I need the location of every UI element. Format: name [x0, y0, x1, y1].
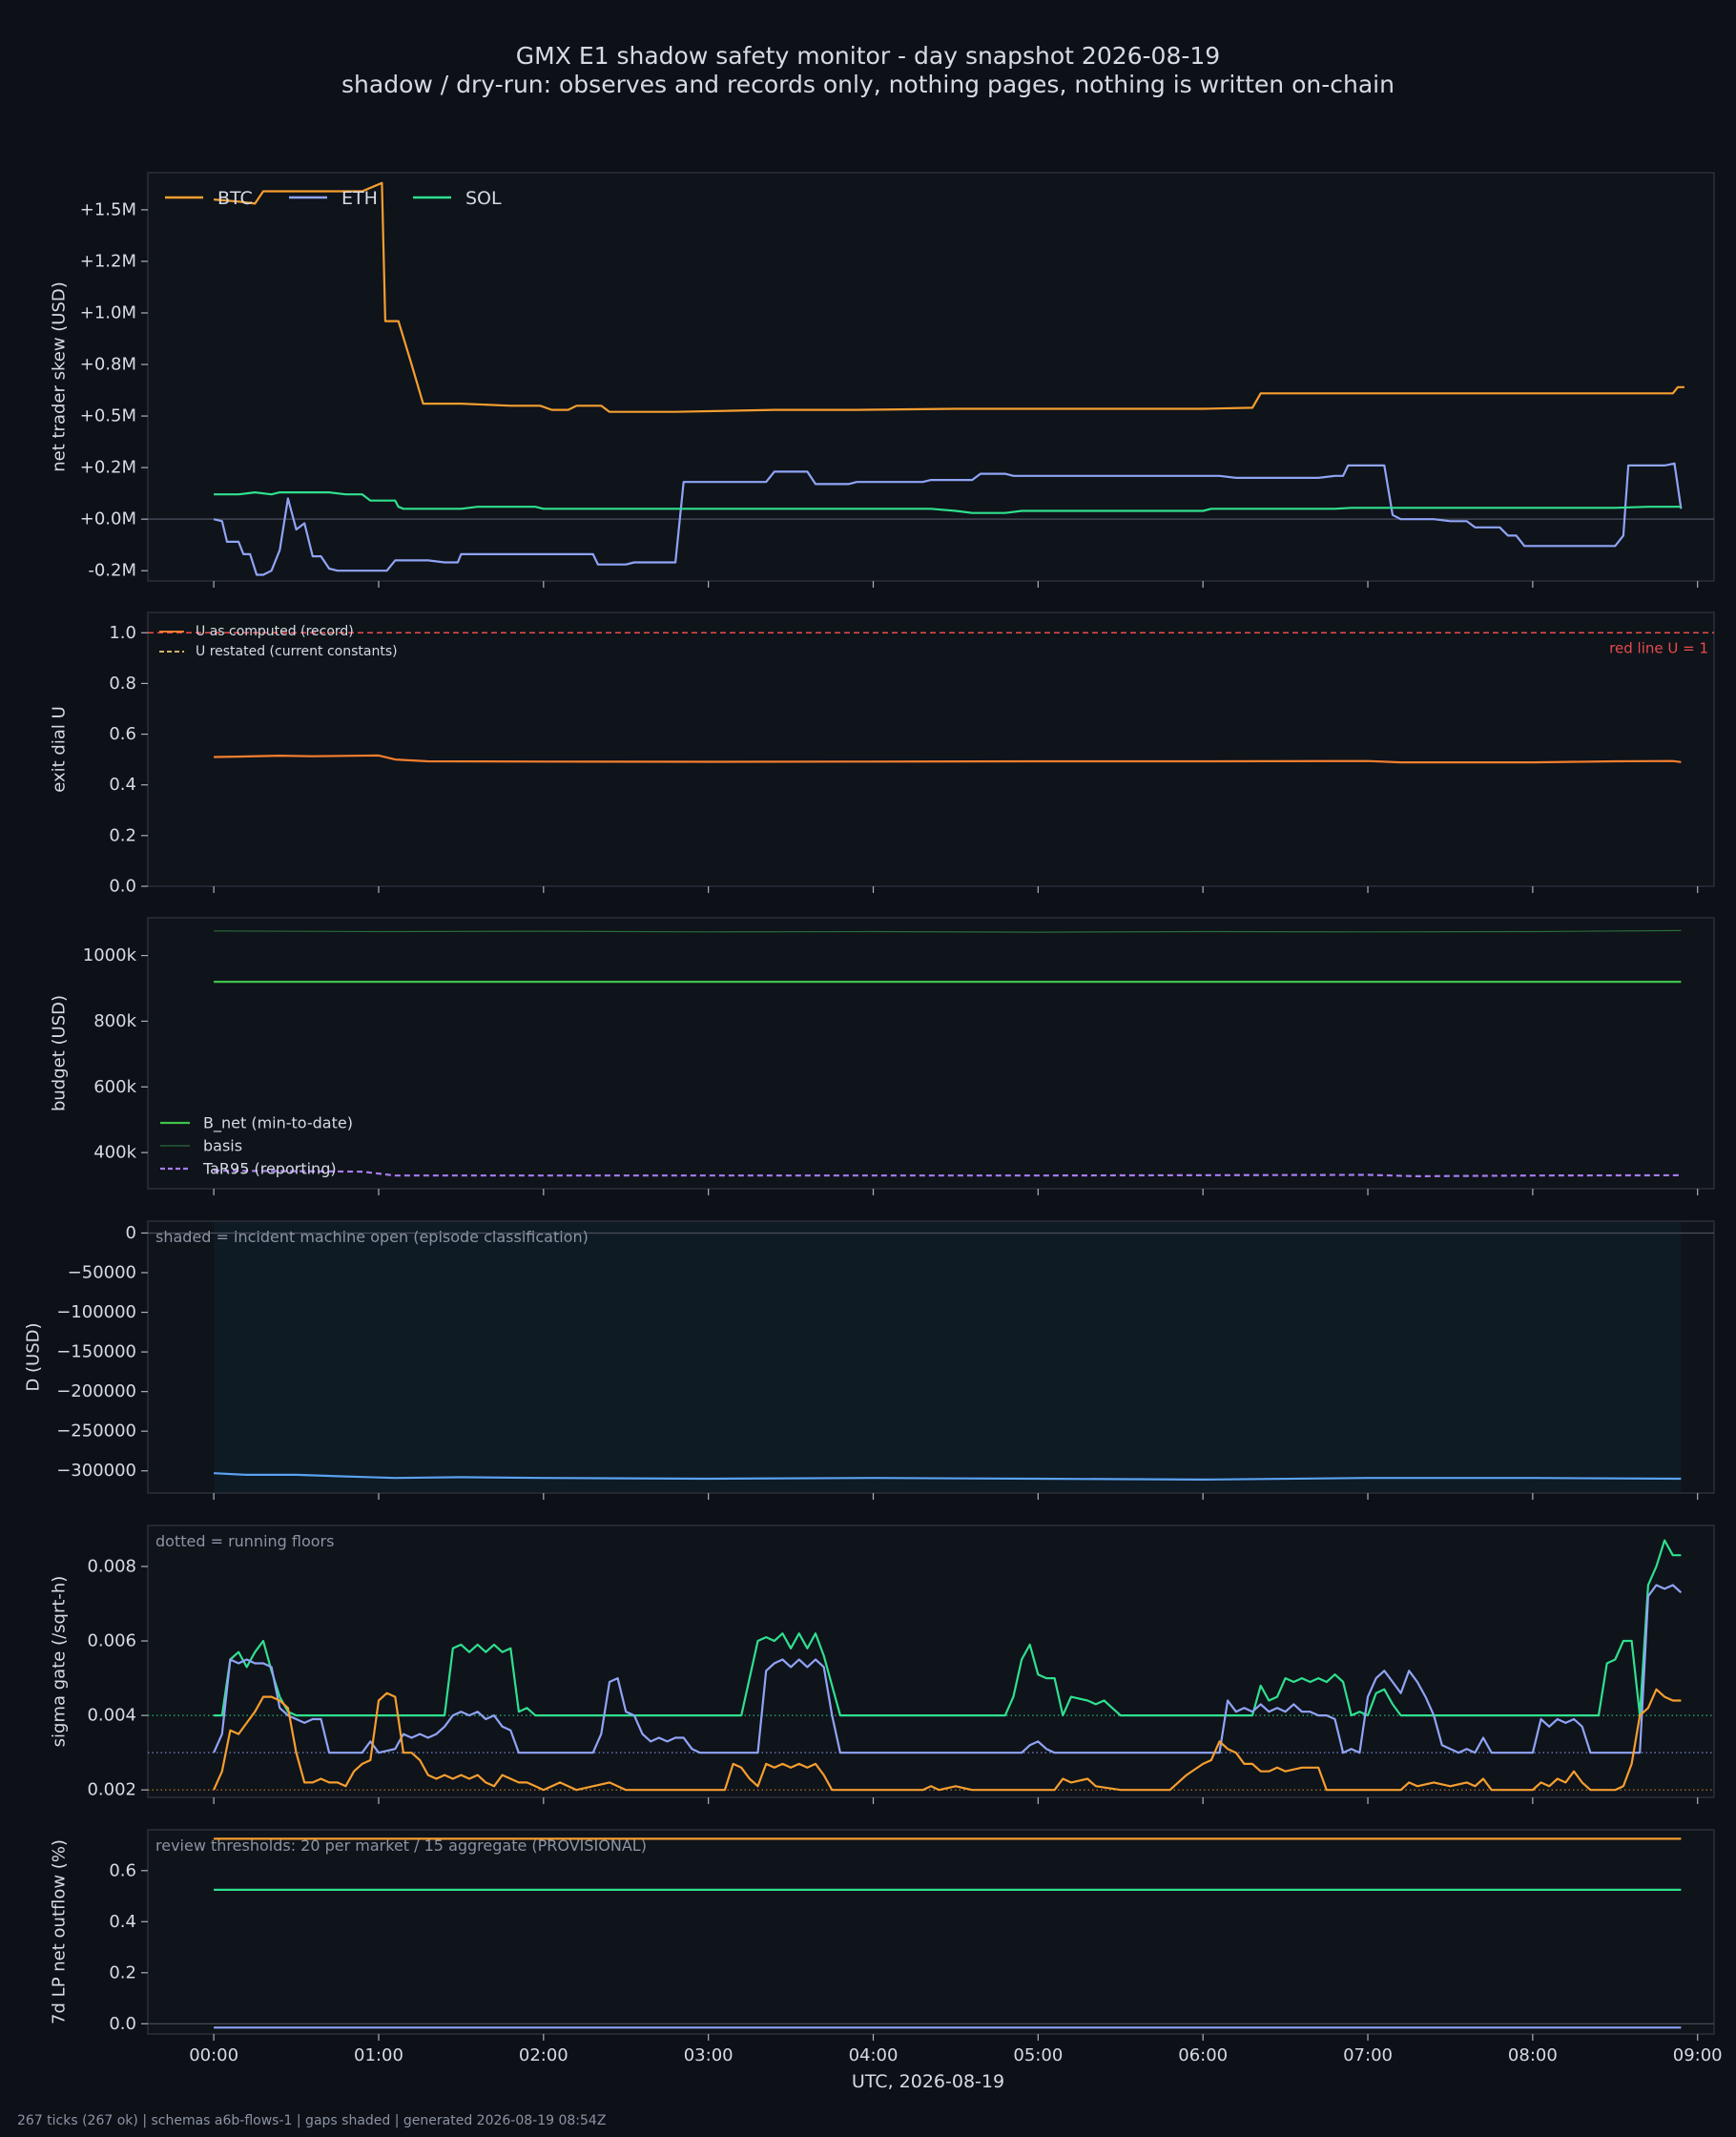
- y-tick-label: 0.008: [87, 1556, 136, 1576]
- footer-status: 267 ticks (267 ok) | schemas a6b-flows-1…: [17, 2113, 607, 2128]
- y-tick-label: +0.0M: [80, 509, 136, 529]
- y-axis-label: 7d LP net outflow (%): [50, 1839, 70, 2024]
- y-tick-label: 0.4: [109, 1912, 136, 1932]
- series-line: [214, 1539, 1682, 1717]
- x-tick-label: 09:00: [1673, 2045, 1723, 2065]
- panel-frame: [147, 172, 1715, 582]
- series-line: [214, 491, 1682, 514]
- x-tick-label: 06:00: [1178, 2045, 1228, 2065]
- x-tick-label: 03:00: [684, 2045, 734, 2065]
- legend-label: B_net (min-to-date): [203, 1114, 353, 1133]
- y-tick-label: −50000: [68, 1263, 136, 1283]
- panel-annotation: dotted = running floors: [155, 1532, 334, 1550]
- red-line-label: red line U = 1: [1609, 639, 1708, 656]
- y-tick-label: −150000: [56, 1342, 136, 1362]
- y-tick-label: 0.8: [109, 674, 136, 694]
- x-tick-label: 00:00: [189, 2045, 238, 2065]
- x-tick-label: 08:00: [1508, 2045, 1558, 2065]
- y-tick-label: 0.4: [109, 775, 136, 795]
- y-tick-label: 0.6: [109, 1860, 136, 1880]
- y-tick-label: 400k: [93, 1143, 136, 1163]
- series-line: [214, 929, 1682, 933]
- x-tick-label: 05:00: [1013, 2045, 1063, 2065]
- y-axis-label: exit dial U: [50, 706, 70, 793]
- y-tick-label: +0.2M: [80, 458, 136, 478]
- y-tick-label: 0.002: [87, 1780, 136, 1800]
- y-tick-label: 0.2: [109, 825, 136, 845]
- y-tick-label: 0.004: [87, 1706, 136, 1726]
- legend-label: SOL: [465, 188, 502, 209]
- series-line: [214, 1472, 1682, 1481]
- y-tick-label: +1.2M: [80, 251, 136, 271]
- series-line: [213, 1688, 1682, 1792]
- y-tick-label: −200000: [56, 1381, 136, 1401]
- panel-frame: [147, 1525, 1715, 1798]
- y-tick-label: 1.0: [109, 623, 136, 643]
- x-tick-label: 04:00: [849, 2045, 899, 2065]
- y-tick-label: +0.5M: [80, 406, 136, 426]
- y-tick-label: 0.2: [109, 1962, 136, 1982]
- panel-frame: [147, 917, 1715, 1190]
- y-tick-label: 600k: [93, 1077, 136, 1097]
- y-axis-label: budget (USD): [50, 995, 70, 1111]
- y-tick-label: −100000: [56, 1302, 136, 1322]
- y-tick-label: 0.006: [87, 1631, 136, 1651]
- y-tick-label: 0.0: [109, 2014, 136, 2034]
- legend-label: U as computed (record): [196, 624, 354, 639]
- x-axis-label: UTC, 2026-08-19: [852, 2071, 1004, 2092]
- y-tick-label: −300000: [56, 1461, 136, 1481]
- legend-label: BTC: [217, 188, 253, 209]
- legend-label: ETH: [341, 188, 378, 209]
- y-tick-label: +1.0M: [80, 302, 136, 322]
- chart-title: GMX E1 shadow safety monitor - day snaps…: [515, 42, 1221, 70]
- panel-annotation: review thresholds: 20 per market / 15 ag…: [155, 1836, 647, 1855]
- x-tick-label: 01:00: [354, 2045, 403, 2065]
- chart-subtitle: shadow / dry-run: observes and records o…: [341, 71, 1395, 98]
- series-line: [214, 754, 1682, 764]
- y-tick-label: +1.5M: [80, 199, 136, 219]
- legend-label: TaR95 (reporting): [202, 1160, 337, 1178]
- panel-frame: [147, 612, 1715, 887]
- y-axis-label: D (USD): [24, 1322, 44, 1391]
- series-line: [213, 1584, 1683, 1754]
- y-tick-label: 1000k: [83, 945, 137, 965]
- y-axis-label: net trader skew (USD): [50, 281, 70, 472]
- y-tick-label: 800k: [93, 1011, 136, 1031]
- incident-shade: [214, 1222, 1682, 1492]
- panel-annotation: shaded = incident machine open (episode …: [155, 1228, 589, 1246]
- series-line: [213, 462, 1683, 576]
- legend-label: U restated (current constants): [196, 644, 398, 659]
- y-tick-label: −250000: [56, 1421, 136, 1442]
- y-tick-label: 0.0: [109, 877, 136, 897]
- y-tick-label: 0.6: [109, 724, 136, 744]
- legend-label: basis: [203, 1137, 242, 1155]
- y-tick-label: -0.2M: [88, 561, 136, 581]
- x-tick-label: 02:00: [519, 2045, 568, 2065]
- y-tick-label: 0: [126, 1223, 136, 1243]
- x-tick-label: 07:00: [1343, 2045, 1393, 2065]
- series-line: [214, 1170, 1682, 1177]
- y-axis-label: sigma gate (/sqrt-h): [50, 1576, 70, 1748]
- series-line: [214, 181, 1684, 413]
- panel-frame: [147, 1829, 1715, 2035]
- y-tick-label: +0.8M: [80, 355, 136, 375]
